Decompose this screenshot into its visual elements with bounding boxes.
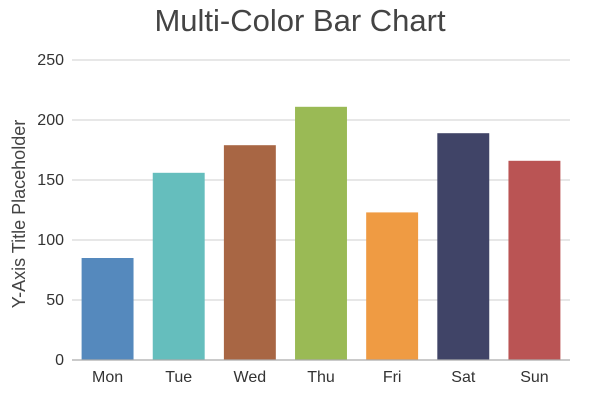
y-axis-ticks: 0 50 100 150 200 250	[37, 52, 64, 369]
y-axis-title: Y-Axis Title Placeholder	[9, 120, 29, 308]
y-tick-label: 200	[37, 112, 64, 129]
y-tick-label: 100	[37, 232, 64, 249]
bar-fri[interactable]	[366, 212, 419, 360]
y-tick-label: 150	[37, 172, 64, 189]
x-tick-label: Wed	[234, 369, 267, 386]
x-tick-label: Sun	[520, 369, 548, 386]
y-tick-label: 250	[37, 52, 64, 69]
bar-wed[interactable]	[223, 145, 276, 360]
bar-tue[interactable]	[152, 172, 205, 360]
bars	[81, 106, 561, 360]
y-tick-label: 0	[55, 352, 64, 369]
bar-thu[interactable]	[295, 106, 347, 360]
x-tick-label: Fri	[383, 369, 402, 386]
x-tick-label: Thu	[307, 369, 335, 386]
bar-sat[interactable]	[437, 133, 490, 360]
x-axis-ticks: Mon Tue Wed Thu Fri Sat Sun	[92, 369, 549, 386]
bar-mon[interactable]	[81, 258, 134, 360]
x-tick-label: Tue	[165, 369, 192, 386]
bar-sun[interactable]	[508, 160, 561, 360]
chart-title: Multi-Color Bar Chart	[154, 3, 446, 38]
x-tick-label: Mon	[92, 369, 123, 386]
y-tick-label: 50	[46, 292, 64, 309]
x-tick-label: Sat	[451, 369, 476, 386]
